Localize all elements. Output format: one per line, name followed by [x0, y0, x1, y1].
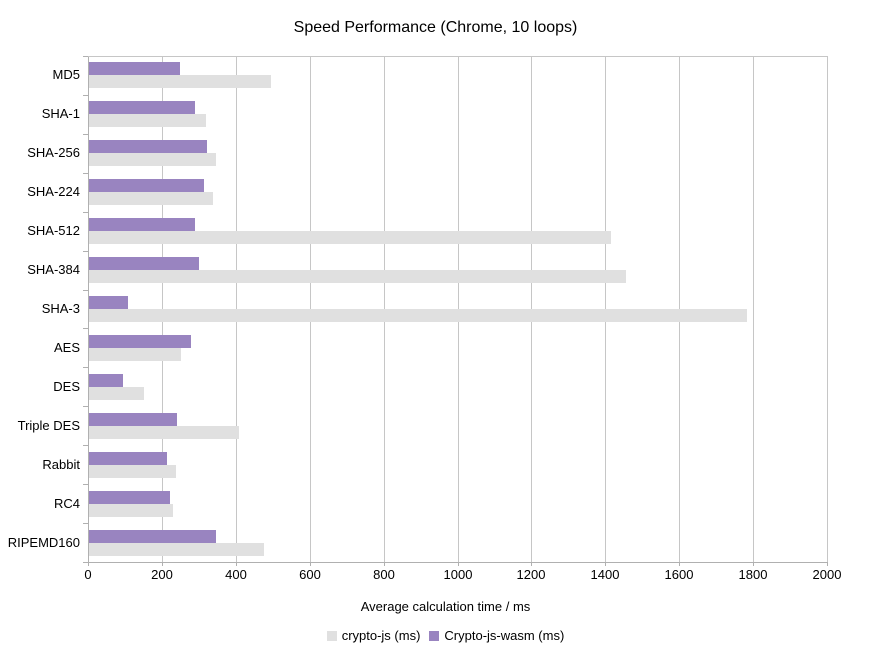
category-label: AES [53, 340, 80, 355]
category-axis-tick [83, 445, 88, 446]
category-axis-tick [83, 484, 88, 485]
bar-crypto-js [89, 387, 144, 400]
x-axis-tick [458, 562, 459, 566]
chart-title: Speed Performance (Chrome, 10 loops) [293, 19, 578, 36]
category-label: SHA-224 [27, 184, 80, 199]
bar-crypto-js [89, 153, 216, 166]
x-axis-tick [605, 562, 606, 566]
category-axis-tick [83, 212, 88, 213]
x-axis-tick [88, 562, 89, 566]
category-axis-tick [83, 95, 88, 96]
bar-crypto-js [89, 270, 626, 283]
category-label: SHA-512 [27, 223, 80, 238]
legend-swatch-crypto-js-wasm [429, 630, 440, 641]
category-axis-tick [83, 290, 88, 291]
bar-crypto-js-wasm [89, 335, 191, 348]
x-tick-label: 200 [151, 567, 173, 582]
x-axis-tick [531, 562, 532, 566]
bar-crypto-js-wasm [89, 491, 170, 504]
legend-item-crypto-js-wasm: Crypto-js-wasm (ms) [429, 628, 564, 643]
category-label: SHA-384 [27, 262, 80, 277]
x-axis-tick [310, 562, 311, 566]
bar-crypto-js [89, 231, 611, 244]
category-axis-tick [83, 523, 88, 524]
x-axis-tick [827, 562, 828, 566]
x-tick-label: 1600 [664, 567, 694, 582]
bar-crypto-js [89, 543, 264, 556]
bar-crypto-js [89, 426, 239, 439]
bar-crypto-js [89, 465, 176, 478]
category-axis-tick [83, 56, 88, 57]
bar-crypto-js [89, 504, 173, 517]
legend-item-crypto-js: crypto-js (ms) [326, 628, 421, 643]
legend-swatch-crypto-js [326, 630, 337, 641]
x-tick-label: 400 [225, 567, 247, 582]
category-axis-tick [83, 173, 88, 174]
legend-label-crypto-js-wasm: Crypto-js-wasm (ms) [444, 628, 565, 643]
x-axis-bottom-line [88, 562, 828, 563]
bar-crypto-js-wasm [89, 257, 199, 270]
y-axis-line [88, 56, 89, 562]
category-label: Triple DES [17, 418, 80, 433]
x-axis-tick [679, 562, 680, 566]
x-tick-label: 1800 [738, 567, 768, 582]
x-axis-title: Average calculation time / ms [360, 599, 531, 614]
category-axis-tick [83, 562, 88, 563]
plot-border-top [88, 56, 828, 57]
legend-label-crypto-js: crypto-js (ms) [341, 628, 421, 643]
category-axis-tick [83, 134, 88, 135]
gridline [827, 56, 828, 562]
bar-crypto-js-wasm [89, 530, 216, 543]
category-label: Rabbit [42, 457, 80, 472]
x-axis-tick [236, 562, 237, 566]
category-label: SHA-3 [41, 301, 80, 316]
gridline [753, 56, 754, 562]
category-axis-tick [83, 251, 88, 252]
x-tick-label: 2000 [812, 567, 842, 582]
x-axis-tick [753, 562, 754, 566]
x-tick-label: 1400 [590, 567, 620, 582]
category-axis-tick [83, 406, 88, 407]
category-label: RIPEMD160 [7, 535, 80, 550]
bar-crypto-js-wasm [89, 452, 167, 465]
bar-crypto-js [89, 75, 271, 88]
x-axis-tick [384, 562, 385, 566]
bar-crypto-js-wasm [89, 62, 180, 75]
category-label: DES [53, 379, 80, 394]
bar-crypto-js-wasm [89, 179, 204, 192]
x-tick-label: 600 [299, 567, 321, 582]
x-axis-tick [162, 562, 163, 566]
x-tick-label: 800 [373, 567, 395, 582]
bar-crypto-js [89, 309, 747, 322]
category-label: SHA-1 [41, 106, 80, 121]
bar-crypto-js-wasm [89, 140, 207, 153]
x-tick-label: 0 [84, 567, 92, 582]
category-label: SHA-256 [27, 145, 80, 160]
category-label: MD5 [52, 67, 80, 82]
category-axis-tick [83, 328, 88, 329]
category-label: RC4 [53, 496, 80, 511]
bar-crypto-js-wasm [89, 218, 195, 231]
bar-crypto-js [89, 348, 181, 361]
bar-crypto-js [89, 114, 206, 127]
legend: crypto-js (ms) Crypto-js-wasm (ms) [10, 628, 871, 643]
category-axis-tick [83, 367, 88, 368]
bar-crypto-js-wasm [89, 296, 128, 309]
bar-crypto-js-wasm [89, 413, 177, 426]
x-tick-label: 1000 [443, 567, 473, 582]
bar-crypto-js-wasm [89, 374, 123, 387]
x-tick-label: 1200 [516, 567, 546, 582]
bar-crypto-js [89, 192, 213, 205]
bar-crypto-js-wasm [89, 101, 195, 114]
